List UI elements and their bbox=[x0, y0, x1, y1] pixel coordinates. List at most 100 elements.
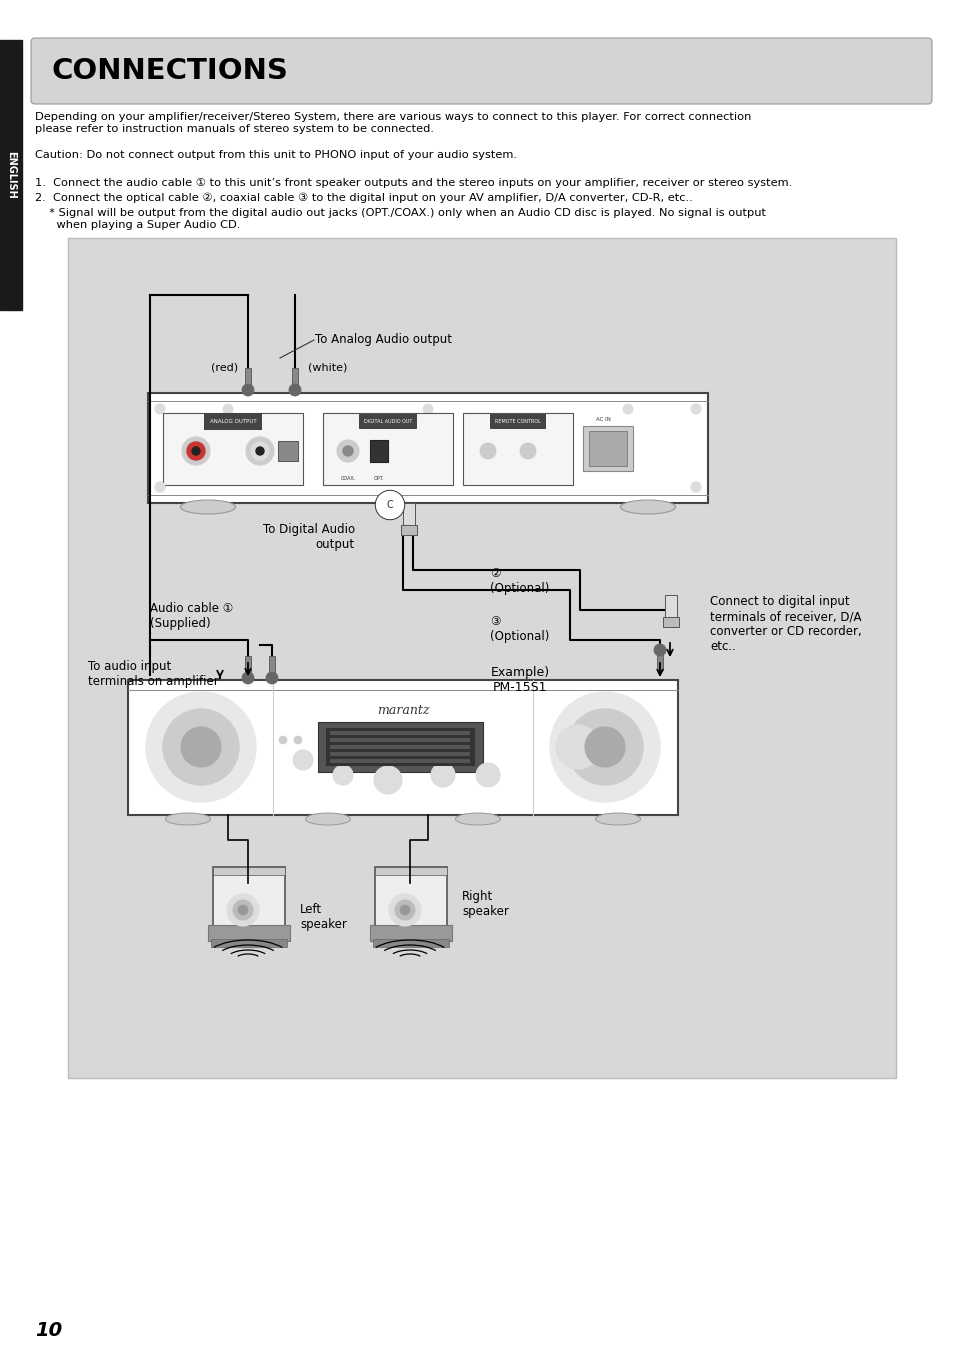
Bar bbox=[582, 426, 633, 471]
Bar bbox=[148, 393, 707, 503]
Bar bbox=[664, 594, 677, 620]
Circle shape bbox=[584, 727, 624, 767]
Text: * Signal will be output from the digital audio out jacks (OPT./COAX.) only when : * Signal will be output from the digital… bbox=[42, 208, 765, 218]
Ellipse shape bbox=[305, 813, 350, 825]
Circle shape bbox=[227, 894, 258, 925]
Circle shape bbox=[293, 750, 313, 770]
Circle shape bbox=[154, 482, 165, 492]
Circle shape bbox=[690, 404, 700, 413]
Text: To audio input
terminals on amplifier: To audio input terminals on amplifier bbox=[88, 661, 218, 688]
Text: To Analog Audio output: To Analog Audio output bbox=[314, 334, 452, 346]
Bar bbox=[213, 867, 285, 927]
Bar bbox=[245, 367, 251, 390]
Circle shape bbox=[251, 442, 269, 459]
Text: 1.  Connect the audio cable ① to this unit’s front speaker outputs and the stere: 1. Connect the audio cable ① to this uni… bbox=[35, 178, 791, 188]
Bar bbox=[163, 413, 303, 485]
Bar bbox=[245, 657, 251, 678]
Text: Left
speaker: Left speaker bbox=[299, 902, 347, 931]
Bar bbox=[330, 744, 470, 748]
Circle shape bbox=[242, 384, 253, 396]
Circle shape bbox=[333, 765, 353, 785]
Bar bbox=[208, 925, 290, 942]
Ellipse shape bbox=[180, 500, 235, 513]
Text: 10: 10 bbox=[35, 1320, 62, 1339]
Circle shape bbox=[246, 436, 274, 465]
Text: C: C bbox=[386, 500, 393, 509]
Ellipse shape bbox=[165, 813, 211, 825]
Circle shape bbox=[476, 763, 499, 788]
Circle shape bbox=[690, 482, 700, 492]
Text: Right
speaker: Right speaker bbox=[461, 890, 508, 917]
Circle shape bbox=[255, 447, 264, 455]
Ellipse shape bbox=[619, 500, 675, 513]
Text: ②
(Optional): ② (Optional) bbox=[490, 567, 549, 594]
FancyBboxPatch shape bbox=[30, 38, 931, 104]
Circle shape bbox=[336, 440, 358, 462]
Text: To Digital Audio
output: To Digital Audio output bbox=[263, 523, 355, 551]
Text: Caution: Do not connect output from this unit to PHONO input of your audio syste: Caution: Do not connect output from this… bbox=[35, 150, 517, 159]
Bar bbox=[375, 867, 447, 927]
Bar bbox=[323, 413, 453, 485]
Text: (white): (white) bbox=[308, 362, 347, 372]
Text: ENGLISH: ENGLISH bbox=[6, 151, 16, 199]
Text: Audio cable ①
(Supplied): Audio cable ① (Supplied) bbox=[150, 603, 233, 630]
Bar bbox=[402, 503, 415, 528]
Circle shape bbox=[690, 482, 700, 492]
Circle shape bbox=[289, 384, 301, 396]
Bar bbox=[0, 41, 22, 309]
Circle shape bbox=[519, 443, 536, 459]
Bar bbox=[330, 753, 470, 757]
Text: AC IN: AC IN bbox=[595, 417, 610, 422]
Circle shape bbox=[550, 692, 659, 802]
Text: ANALOG OUTPUT: ANALOG OUTPUT bbox=[210, 419, 256, 424]
Text: DIGITAL AUDIO OUT: DIGITAL AUDIO OUT bbox=[363, 419, 412, 424]
Circle shape bbox=[422, 404, 433, 413]
Circle shape bbox=[343, 446, 353, 457]
Bar bbox=[330, 731, 470, 735]
Bar bbox=[400, 526, 416, 535]
Circle shape bbox=[479, 443, 496, 459]
Bar bbox=[269, 657, 274, 678]
Text: marantz: marantz bbox=[376, 704, 429, 716]
Text: ③
(Optional): ③ (Optional) bbox=[490, 615, 549, 643]
Text: CONNECTIONS: CONNECTIONS bbox=[52, 57, 289, 85]
Bar bbox=[317, 721, 482, 771]
Circle shape bbox=[654, 644, 665, 657]
Bar bbox=[213, 867, 285, 875]
Circle shape bbox=[389, 894, 420, 925]
Circle shape bbox=[154, 404, 165, 413]
Bar bbox=[657, 650, 662, 670]
Circle shape bbox=[187, 442, 205, 459]
Text: (red): (red) bbox=[211, 362, 237, 372]
Circle shape bbox=[223, 404, 233, 413]
Circle shape bbox=[266, 671, 277, 684]
Bar bbox=[128, 680, 678, 815]
Circle shape bbox=[154, 482, 165, 492]
Ellipse shape bbox=[455, 813, 500, 825]
Circle shape bbox=[399, 905, 410, 915]
Circle shape bbox=[566, 709, 642, 785]
Circle shape bbox=[181, 727, 221, 767]
Circle shape bbox=[182, 436, 210, 465]
Ellipse shape bbox=[595, 813, 639, 825]
Text: COAX.: COAX. bbox=[340, 476, 355, 481]
Circle shape bbox=[237, 905, 248, 915]
Bar bbox=[373, 939, 449, 947]
Circle shape bbox=[233, 900, 253, 920]
Circle shape bbox=[294, 736, 302, 744]
Circle shape bbox=[146, 692, 255, 802]
Circle shape bbox=[431, 763, 455, 788]
Bar bbox=[662, 617, 679, 627]
Circle shape bbox=[395, 900, 415, 920]
Text: Depending on your amplifier/receiver/Stereo System, there are various ways to co: Depending on your amplifier/receiver/Ste… bbox=[35, 112, 751, 134]
Circle shape bbox=[622, 404, 633, 413]
Circle shape bbox=[278, 736, 287, 744]
Circle shape bbox=[192, 447, 200, 455]
Bar bbox=[330, 738, 470, 742]
Text: 2.  Connect the optical cable ②, coaxial cable ③ to the digital input on your AV: 2. Connect the optical cable ②, coaxial … bbox=[35, 193, 692, 204]
Bar bbox=[68, 238, 895, 1078]
Text: REMOTE CONTROL: REMOTE CONTROL bbox=[495, 419, 540, 424]
Bar bbox=[370, 925, 452, 942]
Text: Connect to digital input
terminals of receiver, D/A
converter or CD recorder,
et: Connect to digital input terminals of re… bbox=[709, 594, 861, 653]
Bar bbox=[370, 440, 388, 462]
